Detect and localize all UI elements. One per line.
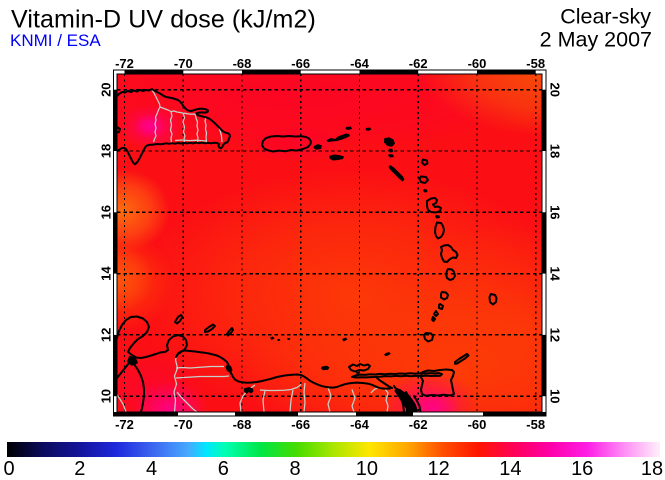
svg-text:-66: -66 [291, 417, 310, 432]
svg-text:-66: -66 [291, 56, 310, 71]
svg-text:-60: -60 [468, 56, 487, 71]
svg-text:12: 12 [548, 328, 563, 342]
svg-text:-60: -60 [468, 417, 487, 432]
svg-text:4: 4 [146, 458, 157, 480]
svg-text:Vitamin-D UV dose (kJ/m2): Vitamin-D UV dose (kJ/m2) [11, 6, 316, 34]
svg-text:-64: -64 [350, 417, 370, 432]
svg-text:-72: -72 [115, 417, 134, 432]
svg-text:16: 16 [99, 205, 114, 219]
svg-text:12: 12 [99, 328, 114, 342]
svg-text:18: 18 [548, 144, 563, 158]
svg-text:10: 10 [99, 389, 114, 403]
svg-text:20: 20 [548, 82, 563, 96]
svg-text:8: 8 [290, 458, 301, 480]
svg-text:-70: -70 [174, 56, 193, 71]
svg-text:20: 20 [99, 82, 114, 96]
svg-text:-64: -64 [350, 56, 370, 71]
svg-text:18: 18 [99, 144, 114, 158]
svg-text:-62: -62 [409, 417, 428, 432]
svg-text:14: 14 [548, 266, 563, 281]
svg-text:Clear-sky: Clear-sky [560, 5, 651, 29]
svg-text:-62: -62 [409, 56, 428, 71]
svg-text:10: 10 [356, 458, 378, 480]
svg-text:16: 16 [548, 205, 563, 219]
svg-text:-58: -58 [526, 56, 545, 71]
svg-text:14: 14 [499, 458, 521, 480]
svg-text:6: 6 [218, 458, 229, 480]
svg-text:KNMI / ESA: KNMI / ESA [10, 31, 101, 50]
svg-text:12: 12 [427, 458, 449, 480]
svg-text:14: 14 [99, 266, 114, 281]
svg-text:2: 2 [74, 458, 85, 480]
svg-text:16: 16 [571, 458, 593, 480]
svg-text:2 May 2007: 2 May 2007 [540, 28, 652, 52]
svg-text:-70: -70 [174, 417, 193, 432]
svg-text:18: 18 [641, 458, 663, 480]
svg-text:0: 0 [3, 458, 14, 480]
svg-text:-58: -58 [526, 417, 545, 432]
svg-text:10: 10 [548, 389, 563, 403]
svg-text:-72: -72 [115, 56, 134, 71]
svg-text:-68: -68 [233, 56, 252, 71]
svg-text:-68: -68 [233, 417, 252, 432]
